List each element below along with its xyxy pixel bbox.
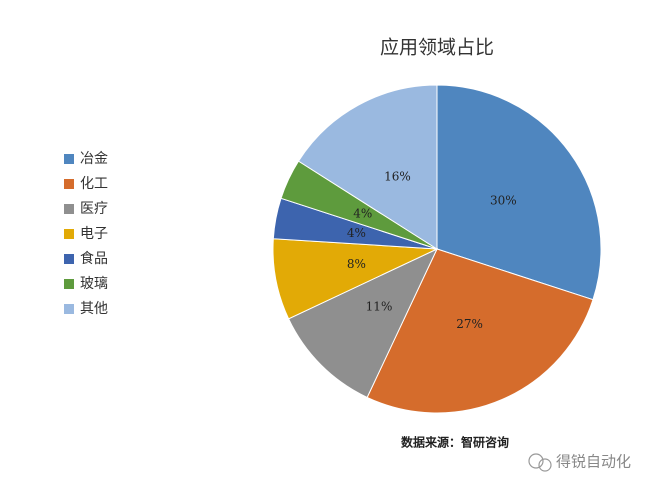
pie-slice	[287, 247, 439, 399]
legend-label: 其他	[80, 301, 108, 317]
legend-swatch	[64, 229, 74, 239]
chart-title: 应用领域占比	[380, 37, 494, 59]
legend-label: 化工	[80, 176, 108, 192]
legend-label: 电子	[80, 226, 108, 242]
watermark: 得锐自动化	[556, 453, 631, 471]
legend-swatch	[64, 179, 74, 189]
legend-swatch	[64, 304, 74, 314]
data-label: 27%	[456, 317, 483, 331]
data-label: 4%	[347, 226, 366, 240]
pie-slice	[436, 84, 602, 301]
pie-slice	[366, 248, 594, 414]
legend-swatch	[64, 254, 74, 264]
data-label: 4%	[353, 207, 372, 221]
legend-label: 玻璃	[80, 275, 108, 292]
watermark-icon	[528, 453, 552, 472]
data-label: 16%	[384, 170, 411, 184]
pie-slice	[297, 84, 438, 250]
legend-label: 冶金	[80, 151, 108, 167]
data-label: 30%	[490, 193, 517, 207]
legend-swatch	[64, 204, 74, 214]
legend-label: 医疗	[80, 201, 108, 217]
legend-swatch	[64, 279, 74, 289]
source-note: 数据来源：智研咨询	[401, 435, 509, 450]
data-label: 11%	[366, 299, 393, 313]
legend-label: 食品	[80, 250, 108, 267]
data-label: 8%	[347, 257, 366, 271]
legend-swatch	[64, 154, 74, 164]
